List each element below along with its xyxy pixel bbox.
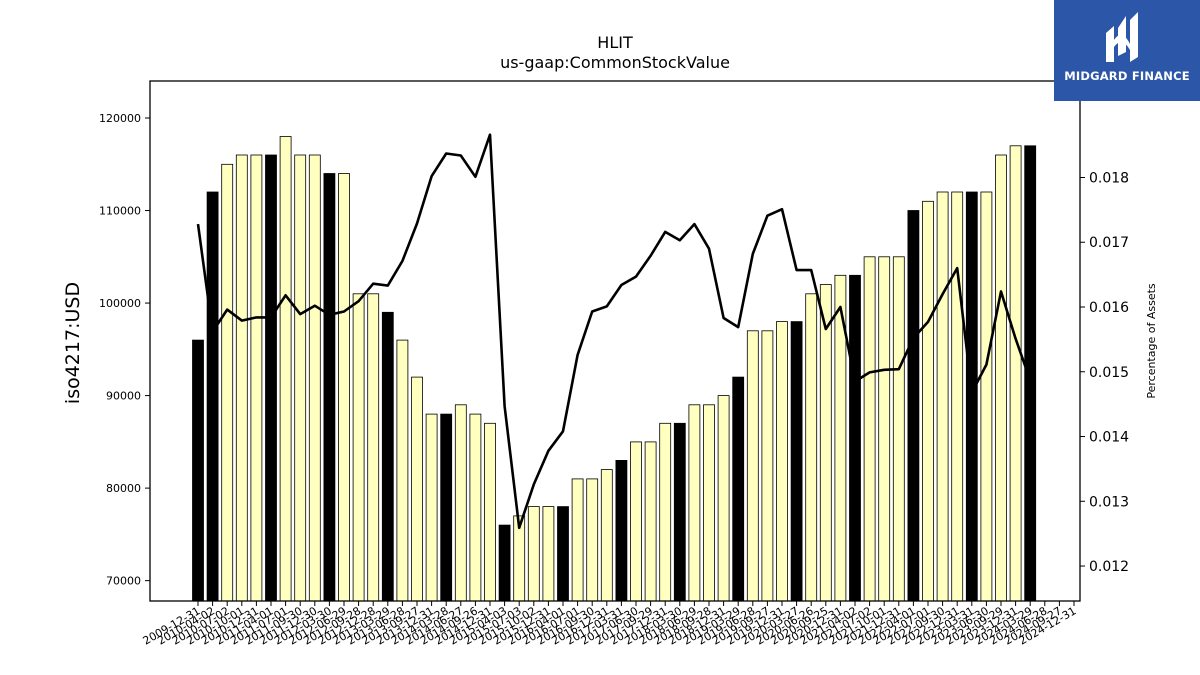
bar-53 bbox=[965, 191, 978, 602]
y-tick-label-0: 70000 bbox=[106, 575, 141, 588]
ratio-line-series bbox=[196, 133, 1032, 530]
bar-9 bbox=[323, 173, 336, 602]
bar-23 bbox=[527, 506, 540, 602]
bar-46 bbox=[863, 256, 876, 602]
bar-15 bbox=[411, 376, 423, 602]
bar-24 bbox=[542, 506, 555, 602]
y-tick-label-3: 100000 bbox=[99, 297, 141, 310]
bar-36 bbox=[717, 395, 730, 602]
bar-56 bbox=[1009, 145, 1022, 602]
bar-41 bbox=[790, 321, 803, 602]
bar-57 bbox=[1024, 145, 1037, 602]
bar-3 bbox=[235, 154, 248, 602]
bar-series bbox=[192, 136, 1037, 602]
bar-11 bbox=[352, 293, 365, 602]
y2-tick-label-2: 0.014 bbox=[1089, 430, 1129, 446]
y2-axis-label: Percentage of Assets bbox=[1145, 283, 1158, 399]
chart-title: HLIT bbox=[597, 33, 633, 52]
bar-10 bbox=[338, 173, 350, 602]
bar-54 bbox=[980, 191, 993, 602]
y2-tick-label-3: 0.015 bbox=[1089, 365, 1129, 381]
bar-38 bbox=[746, 330, 759, 602]
ratio-line bbox=[196, 133, 1032, 530]
bar-7 bbox=[294, 154, 307, 602]
chart-subtitle: us-gaap:CommonStockValue bbox=[500, 53, 730, 72]
y2-tick-label-0: 0.012 bbox=[1089, 559, 1129, 575]
bar-13 bbox=[381, 311, 394, 602]
bar-52 bbox=[951, 191, 964, 602]
bar-34 bbox=[688, 404, 701, 602]
bar-18 bbox=[454, 404, 467, 602]
bar-21 bbox=[498, 524, 511, 602]
bar-19 bbox=[469, 413, 482, 602]
bar-29 bbox=[615, 459, 628, 602]
bar-45 bbox=[849, 274, 861, 602]
bar-42 bbox=[805, 293, 818, 602]
x-axis: 2009-12-312010-04-022010-07-022010-10-01… bbox=[141, 601, 1079, 648]
y-axis: 70000 80000 90000 100000 110000 120000 bbox=[99, 112, 150, 588]
bar-55 bbox=[995, 154, 1007, 602]
bar-14 bbox=[396, 339, 409, 602]
bar-4 bbox=[250, 154, 263, 602]
bar-1 bbox=[206, 191, 219, 602]
brand-logo: MIDGARD FINANCE bbox=[1054, 0, 1200, 101]
y2-axis: 0.012 0.013 0.014 0.015 0.016 0.017 0.018 bbox=[1080, 170, 1129, 575]
y-tick-label-4: 110000 bbox=[99, 205, 141, 218]
bar-47 bbox=[878, 256, 891, 602]
bar-26 bbox=[571, 478, 584, 602]
brand-logo-text: MIDGARD FINANCE bbox=[1064, 69, 1190, 83]
y2-tick-label-5: 0.017 bbox=[1089, 235, 1129, 251]
y2-tick-label-4: 0.016 bbox=[1089, 300, 1129, 316]
bar-6 bbox=[279, 136, 292, 602]
bar-28 bbox=[600, 469, 613, 602]
bar-48 bbox=[892, 256, 905, 602]
bar-0 bbox=[192, 339, 204, 602]
bar-50 bbox=[922, 200, 934, 602]
bar-16 bbox=[425, 413, 438, 602]
bar-12 bbox=[367, 293, 380, 602]
bar-43 bbox=[819, 284, 832, 602]
bar-20 bbox=[484, 422, 496, 602]
y2-tick-label-1: 0.013 bbox=[1089, 494, 1129, 510]
bar-31 bbox=[644, 441, 657, 602]
y-tick-label-1: 80000 bbox=[106, 482, 141, 495]
bar-49 bbox=[907, 210, 920, 602]
bar-2 bbox=[221, 163, 234, 602]
plot-frame bbox=[149, 80, 1081, 602]
bar-37 bbox=[732, 376, 745, 602]
bar-17 bbox=[440, 413, 453, 602]
bar-5 bbox=[265, 154, 277, 602]
bar-32 bbox=[659, 422, 672, 602]
midgard-logo-icon bbox=[1106, 12, 1138, 62]
y-tick-label-5: 120000 bbox=[99, 112, 141, 125]
y-axis-label: iso4217:USD bbox=[62, 282, 84, 404]
bar-25 bbox=[557, 506, 569, 602]
bar-33 bbox=[673, 422, 686, 602]
bar-30 bbox=[630, 441, 642, 602]
bar-35 bbox=[703, 404, 715, 602]
bar-40 bbox=[776, 321, 788, 602]
bar-8 bbox=[308, 154, 321, 602]
bar-39 bbox=[761, 330, 774, 602]
bar-51 bbox=[936, 191, 949, 602]
y-tick-label-2: 90000 bbox=[106, 390, 141, 403]
y2-tick-label-6: 0.018 bbox=[1089, 170, 1129, 186]
bar-27 bbox=[586, 478, 599, 602]
